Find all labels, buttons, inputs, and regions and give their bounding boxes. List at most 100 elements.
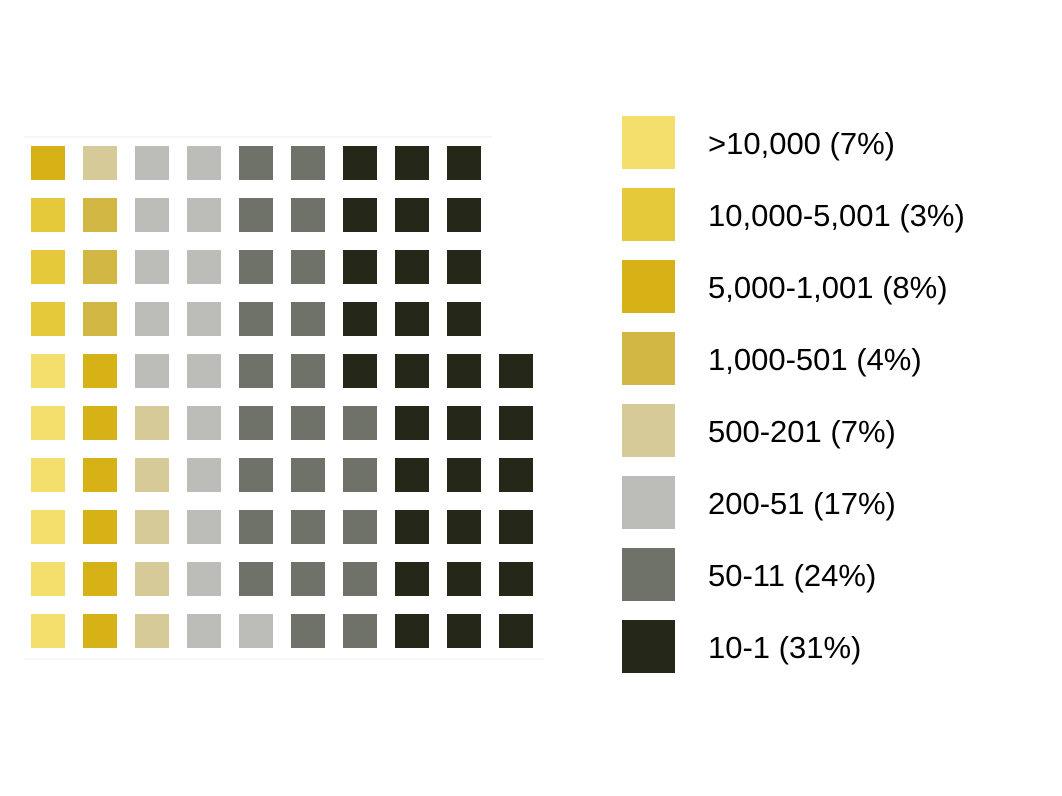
- waffle-cell: [291, 614, 325, 648]
- legend-swatch: [622, 476, 675, 529]
- waffle-cell: [395, 406, 429, 440]
- waffle-cell: [31, 146, 65, 180]
- waffle-cell: [135, 354, 169, 388]
- legend-swatch: [622, 548, 675, 601]
- waffle-cell: [395, 510, 429, 544]
- waffle-cell: [135, 406, 169, 440]
- waffle-cell: [187, 406, 221, 440]
- waffle-cell: [31, 250, 65, 284]
- waffle-cell: [135, 562, 169, 596]
- waffle-cell: [395, 614, 429, 648]
- waffle-cell: [291, 198, 325, 232]
- waffle-cell: [499, 406, 533, 440]
- waffle-cell: [239, 146, 273, 180]
- waffle-cell: [291, 458, 325, 492]
- waffle-cell: [239, 354, 273, 388]
- legend-swatch: [622, 332, 675, 385]
- waffle-cell: [187, 510, 221, 544]
- waffle-cell: [83, 562, 117, 596]
- waffle-cell: [31, 510, 65, 544]
- waffle-cell: [343, 302, 377, 336]
- waffle-cell: [31, 198, 65, 232]
- waffle-cell: [291, 250, 325, 284]
- waffle-cell: [31, 302, 65, 336]
- legend-label: >10,000 (7%): [708, 126, 895, 161]
- legend-label: 200-51 (17%): [708, 486, 896, 521]
- waffle-cell: [291, 302, 325, 336]
- waffle-cell: [499, 354, 533, 388]
- waffle-cell: [343, 198, 377, 232]
- waffle-cell: [447, 250, 481, 284]
- legend-label: 500-201 (7%): [708, 414, 896, 449]
- waffle-cell: [239, 510, 273, 544]
- legend-swatch: [622, 116, 675, 169]
- waffle-cell: [239, 562, 273, 596]
- waffle-cell: [31, 458, 65, 492]
- waffle-cell: [395, 458, 429, 492]
- waffle-cell: [499, 614, 533, 648]
- waffle-cell: [135, 614, 169, 648]
- legend-label: 10,000-5,001 (3%): [708, 198, 965, 233]
- waffle-cell: [135, 458, 169, 492]
- waffle-cell: [291, 510, 325, 544]
- waffle-cell: [447, 198, 481, 232]
- waffle-cell: [447, 510, 481, 544]
- waffle-cell: [239, 614, 273, 648]
- waffle-cell: [447, 614, 481, 648]
- waffle-cell: [83, 250, 117, 284]
- waffle-cell: [239, 250, 273, 284]
- waffle-cell: [343, 250, 377, 284]
- waffle-cell: [499, 510, 533, 544]
- waffle-cell: [187, 458, 221, 492]
- waffle-cell: [499, 458, 533, 492]
- waffle-cell: [31, 406, 65, 440]
- waffle-cell: [83, 614, 117, 648]
- waffle-cell: [83, 146, 117, 180]
- waffle-cell: [135, 146, 169, 180]
- waffle-cell: [395, 198, 429, 232]
- waffle-cell: [291, 562, 325, 596]
- waffle-cell: [83, 354, 117, 388]
- waffle-cell: [83, 510, 117, 544]
- grid-lines: [24, 136, 544, 660]
- legend-label: 50-11 (24%): [708, 558, 876, 593]
- waffle-cell: [187, 562, 221, 596]
- waffle-cell: [31, 354, 65, 388]
- waffle-cell: [291, 354, 325, 388]
- waffle-cells: [31, 146, 533, 648]
- legend-swatch: [622, 260, 675, 313]
- waffle-cell: [187, 198, 221, 232]
- waffle-cell: [187, 614, 221, 648]
- waffle-cell: [187, 302, 221, 336]
- legend: >10,000 (7%) 10,000-5,001 (3%) 5,000-1,001…: [622, 116, 965, 673]
- waffle-cell: [395, 302, 429, 336]
- waffle-cell: [343, 354, 377, 388]
- waffle-cell: [447, 146, 481, 180]
- waffle-cell: [239, 302, 273, 336]
- legend-label: 1,000-501 (4%): [708, 342, 922, 377]
- waffle-cell: [395, 562, 429, 596]
- waffle-cell: [343, 562, 377, 596]
- waffle-cell: [499, 562, 533, 596]
- waffle-cell: [447, 406, 481, 440]
- waffle-cell: [343, 614, 377, 648]
- waffle-cell: [239, 458, 273, 492]
- waffle-cell: [135, 510, 169, 544]
- waffle-cell: [83, 458, 117, 492]
- legend-swatch: [622, 404, 675, 457]
- legend-label: 5,000-1,001 (8%): [708, 270, 948, 305]
- waffle-cell: [343, 458, 377, 492]
- waffle-cell: [187, 146, 221, 180]
- waffle-cell: [135, 250, 169, 284]
- waffle-cell: [395, 250, 429, 284]
- legend-swatch: [622, 188, 675, 241]
- waffle-cell: [239, 406, 273, 440]
- waffle-cell: [31, 614, 65, 648]
- waffle-cell: [135, 198, 169, 232]
- waffle-cell: [343, 146, 377, 180]
- waffle-cell: [447, 458, 481, 492]
- waffle-cell: [83, 406, 117, 440]
- waffle-cell: [83, 198, 117, 232]
- legend-swatch: [622, 620, 675, 673]
